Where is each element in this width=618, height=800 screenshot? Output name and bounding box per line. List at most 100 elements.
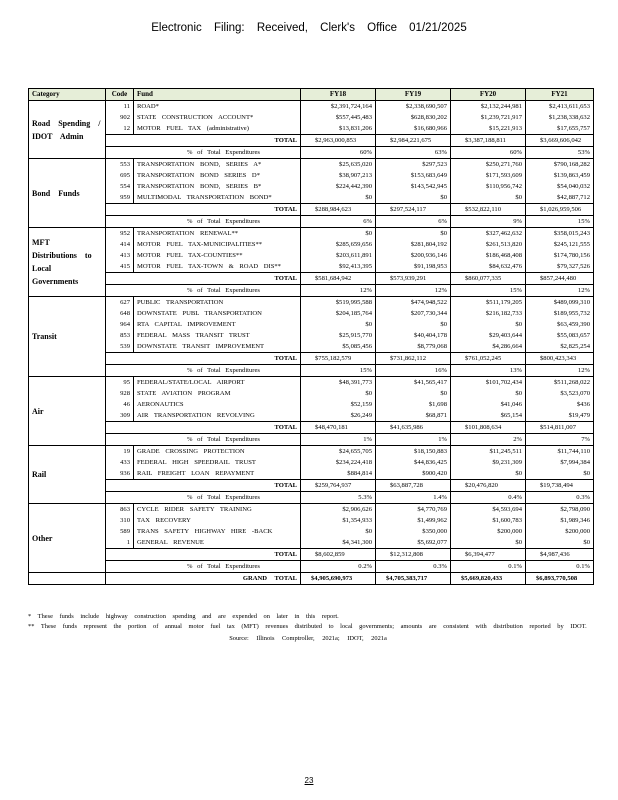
fund-value-fy18: $204,185,764 <box>300 308 376 319</box>
fund-value-fy19: $0 <box>375 319 451 330</box>
total-value: $532,822,110 <box>450 203 526 216</box>
fund-value-fy19: $40,404,178 <box>375 330 451 341</box>
total-value: $19,738,494 <box>525 479 594 492</box>
fund-value-fy18: $2,391,724,164 <box>300 100 376 112</box>
fund-value-fy18: $234,224,418 <box>300 457 376 468</box>
fund-value-fy19: $91,198,953 <box>375 261 451 273</box>
percent-row: % of Total Expenditures 6% 6% 9% 15% <box>29 215 594 228</box>
fund-value-fy21: $7,994,384 <box>525 457 594 468</box>
percent-value: 1% <box>375 433 451 446</box>
fund-value-fy20: $250,271,760 <box>450 158 526 170</box>
fund-value-fy21: $2,413,611,653 <box>525 100 594 112</box>
page-number: 23 <box>304 776 314 785</box>
table-row: 1 GENERAL REVENUE $4,341,300 $5,692,077 $0 $0 <box>29 537 594 549</box>
fund-value-fy20: $327,462,632 <box>450 227 526 239</box>
total-value: $731,862,112 <box>375 352 451 365</box>
fund-name: AERONAUTICS <box>133 399 301 410</box>
fund-name: TRANS SAFETY HIGHWAY HIRE -BACK <box>133 526 301 537</box>
fund-value-fy19: $0 <box>375 227 451 239</box>
fund-value-fy21: $55,083,657 <box>525 330 594 341</box>
percent-value: 0.1% <box>450 560 526 573</box>
fund-value-fy19: $153,683,649 <box>375 170 451 181</box>
total-value: $4,987,436 <box>525 548 594 561</box>
grand-total-value: $4,905,690,973 <box>300 572 376 585</box>
percent-value: 2% <box>450 433 526 446</box>
fund-value-fy21: $1,989,346 <box>525 515 594 526</box>
fund-value-fy21: $489,099,310 <box>525 296 594 308</box>
fund-value-fy18: $0 <box>300 526 376 537</box>
fund-code: 415 <box>105 261 134 273</box>
table-row: 902 STATE CONSTRUCTION ACCOUNT* $557,445,4… <box>29 112 594 123</box>
fund-value-fy20: $200,000 <box>450 526 526 537</box>
fund-code: 309 <box>105 410 134 422</box>
fund-code: 11 <box>105 100 134 112</box>
fund-value-fy20: $110,956,742 <box>450 181 526 192</box>
fund-code: 902 <box>105 112 134 123</box>
column-header-category: Category <box>28 88 106 101</box>
fund-value-fy21: $0 <box>525 468 594 480</box>
fund-value-fy19: $44,836,425 <box>375 457 451 468</box>
total-value: $12,312,808 <box>375 548 451 561</box>
fund-value-fy21: $358,015,243 <box>525 227 594 239</box>
total-value: $514,811,007 <box>525 421 594 434</box>
fund-code: 12 <box>105 123 134 135</box>
fund-value-fy20: $11,245,511 <box>450 445 526 457</box>
fund-value-fy20: $261,513,820 <box>450 239 526 250</box>
fund-value-fy19: $207,730,344 <box>375 308 451 319</box>
fund-value-fy18: $224,442,390 <box>300 181 376 192</box>
fund-code: 863 <box>105 503 134 515</box>
fund-name: AIR TRANSPORTATION REVOLVING <box>133 410 301 422</box>
table-row: 413 MOTOR FUEL TAX-COUNTIES** $203,611,891… <box>29 250 594 261</box>
fund-value-fy21: $54,040,032 <box>525 181 594 192</box>
percent-value: 60% <box>450 146 526 159</box>
percent-value: 0.2% <box>300 560 376 573</box>
column-header-fy20: FY20 <box>450 88 526 101</box>
fund-code: 627 <box>105 296 134 308</box>
fund-value-fy20: $171,593,609 <box>450 170 526 181</box>
percent-value: 9% <box>450 215 526 228</box>
table-row: 648 DOWNSTATE PUBL TRANSPORTATION $204,185… <box>29 308 594 319</box>
fund-code: 959 <box>105 192 134 204</box>
fund-value-fy19: $474,948,522 <box>375 296 451 308</box>
table-row: Bond Funds 553 TRANSPORTATION BOND, SERIES… <box>28 158 594 228</box>
fund-value-fy20: $4,286,664 <box>450 341 526 353</box>
table-row: 959 MULTIMODAL TRANSPORTATION BOND* $0 $0 $0… <box>29 192 594 204</box>
fund-value-fy18: $38,907,213 <box>300 170 376 181</box>
percent-value: 60% <box>300 146 376 159</box>
total-value: $761,052,245 <box>450 352 526 365</box>
total-row: TOTAL $755,182,579 $731,862,112 $761,052,24… <box>29 352 594 365</box>
percent-label: % of Total Expenditures <box>105 146 301 159</box>
total-value: $63,887,728 <box>375 479 451 492</box>
percent-label: % of Total Expenditures <box>105 560 301 573</box>
column-header-fy18: FY18 <box>300 88 376 101</box>
fund-value-fy18: $0 <box>300 192 376 204</box>
fund-value-fy20: $2,132,244,981 <box>450 100 526 112</box>
percent-row: % of Total Expenditures 12% 12% 15% 12% <box>29 284 594 297</box>
fund-value-fy21: $245,121,555 <box>525 239 594 250</box>
total-value: $2,984,221,675 <box>375 134 451 147</box>
fund-value-fy20: $15,221,913 <box>450 123 526 135</box>
fund-code: 1 <box>105 537 134 549</box>
total-value: $800,423,343 <box>525 352 594 365</box>
fund-value-fy20: $216,182,733 <box>450 308 526 319</box>
fund-value-fy19: $2,338,690,507 <box>375 100 451 112</box>
fund-value-fy19: $0 <box>375 192 451 204</box>
fund-value-fy18: $25,915,770 <box>300 330 376 341</box>
fund-name: MOTOR FUEL TAX-MUNICIPALITIES** <box>133 239 301 250</box>
table-row: MFT Distributions to Local Governments 95… <box>28 227 594 297</box>
fund-value-fy18: $0 <box>300 319 376 330</box>
filing-header: Electronic Filing: Received, Clerk's Off… <box>151 22 467 34</box>
fund-value-fy19: $1,698 <box>375 399 451 410</box>
total-value: $581,684,942 <box>300 272 376 285</box>
fund-value-fy19: $41,565,417 <box>375 376 451 388</box>
fund-value-fy20: $0 <box>450 192 526 204</box>
fund-value-fy21: $11,744,110 <box>525 445 594 457</box>
column-header-fy21: FY21 <box>525 88 594 101</box>
fund-value-fy21: $2,825,254 <box>525 341 594 353</box>
total-value: $857,244,480 <box>525 272 594 285</box>
category-cell: Other <box>28 503 106 573</box>
fund-code: 19 <box>105 445 134 457</box>
column-header-fund: Fund <box>133 88 301 101</box>
total-row: TOTAL $581,684,942 $573,939,291 $860,077,33… <box>29 272 594 285</box>
total-value: $20,476,820 <box>450 479 526 492</box>
